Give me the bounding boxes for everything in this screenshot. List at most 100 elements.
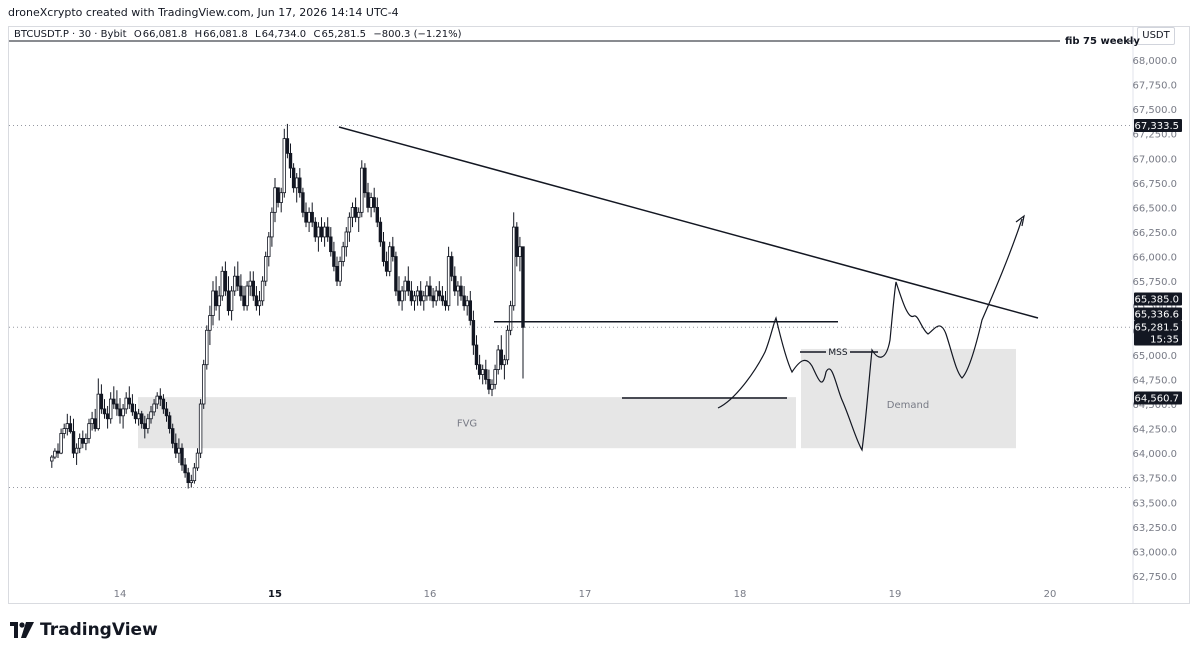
candle xyxy=(177,447,181,454)
price-label-text: 67,333.5 xyxy=(1134,121,1179,132)
candle xyxy=(152,403,156,413)
candle xyxy=(68,423,73,432)
candle xyxy=(477,364,482,375)
candle xyxy=(217,295,221,307)
candle xyxy=(412,295,417,302)
y-tick-label: 63,250.0 xyxy=(1132,523,1177,534)
candle xyxy=(279,192,283,203)
price-label: 65,281.5 xyxy=(1134,320,1182,334)
chart-frame xyxy=(8,26,1190,604)
low-value: 64,734.0 xyxy=(261,29,307,40)
candle xyxy=(505,329,510,361)
candle xyxy=(363,167,367,194)
candle xyxy=(335,265,339,282)
price-label: 65,385.0 xyxy=(1134,292,1182,306)
candle xyxy=(149,411,153,420)
candle xyxy=(65,423,69,429)
candle xyxy=(394,256,398,292)
candle xyxy=(518,246,522,257)
candle xyxy=(360,167,364,213)
candle xyxy=(127,397,131,405)
candle xyxy=(415,290,420,297)
candle xyxy=(366,192,370,208)
candle xyxy=(397,290,401,302)
y-tick-label: 67,250.0 xyxy=(1132,130,1177,141)
demand-zone[interactable] xyxy=(801,348,1016,449)
candle xyxy=(208,315,212,331)
candle xyxy=(428,285,432,297)
candle xyxy=(437,290,441,297)
candle xyxy=(425,285,429,297)
candle xyxy=(201,364,206,405)
candle xyxy=(96,393,100,429)
candle xyxy=(288,152,293,169)
candle xyxy=(109,398,113,420)
candle xyxy=(353,207,358,218)
y-tick-label: 64,250.0 xyxy=(1132,425,1177,436)
candle xyxy=(183,464,187,474)
candle xyxy=(236,275,240,287)
price-label-bg xyxy=(1134,391,1182,405)
price-label: 65,336.6 xyxy=(1134,307,1182,321)
candle xyxy=(325,226,330,238)
candle xyxy=(62,428,66,434)
fvg-zone[interactable] xyxy=(138,397,796,449)
projected-price-path[interactable] xyxy=(717,218,1023,452)
candle xyxy=(502,359,507,366)
y-tick-label: 67,750.0 xyxy=(1132,81,1177,92)
candle xyxy=(356,211,361,218)
x-tick-label: 17 xyxy=(579,589,592,600)
close-label: C xyxy=(313,29,321,40)
candle xyxy=(434,290,438,302)
candle xyxy=(136,413,141,420)
candle xyxy=(260,280,265,302)
high-value: 66,081.8 xyxy=(203,29,248,40)
candle xyxy=(180,447,184,466)
candle xyxy=(459,285,463,297)
candle xyxy=(406,280,410,292)
candle xyxy=(115,403,119,410)
price-label-bg xyxy=(1134,119,1182,133)
y-tick-label: 66,000.0 xyxy=(1132,253,1177,264)
candle xyxy=(124,397,128,410)
candle xyxy=(496,349,500,371)
high-label: H xyxy=(194,29,203,40)
candle xyxy=(56,450,60,454)
candle xyxy=(189,480,193,484)
candle xyxy=(118,408,122,417)
candle xyxy=(105,413,110,420)
candle xyxy=(245,285,249,307)
currency-button[interactable]: USDT xyxy=(1137,27,1175,45)
candle xyxy=(480,369,485,375)
candle xyxy=(465,300,469,307)
candle xyxy=(186,472,190,484)
candle xyxy=(167,415,172,429)
candle xyxy=(155,395,159,405)
symbol-legend: BTCUSDT.P · 30 · Bybit O66,081.8 H66,081… xyxy=(14,29,463,40)
x-tick-label: 14 xyxy=(114,589,127,600)
y-tick-label: 63,000.0 xyxy=(1132,547,1177,558)
candle xyxy=(418,290,423,302)
candle xyxy=(468,300,472,321)
candle xyxy=(251,280,255,297)
price-label-bg xyxy=(1134,320,1182,334)
candle xyxy=(211,290,215,316)
price-label: 64,560.7 xyxy=(1134,391,1182,405)
candle xyxy=(474,344,479,366)
price-label: 15:35 xyxy=(1134,332,1182,346)
price-label-text: 65,281.5 xyxy=(1134,323,1179,334)
candle xyxy=(161,398,166,410)
candle xyxy=(471,320,476,346)
candle xyxy=(499,349,503,366)
descending-trendline[interactable] xyxy=(338,126,1039,319)
candle xyxy=(484,369,488,380)
y-tick-label: 63,750.0 xyxy=(1132,474,1177,485)
close-value: 65,281.5 xyxy=(321,29,367,40)
y-tick-label: 67,000.0 xyxy=(1132,154,1177,165)
symbol-name[interactable]: BTCUSDT.P · 30 · Bybit xyxy=(14,29,127,40)
candle xyxy=(291,167,296,189)
candle xyxy=(431,295,435,302)
candle xyxy=(347,216,352,233)
candle xyxy=(298,177,302,194)
